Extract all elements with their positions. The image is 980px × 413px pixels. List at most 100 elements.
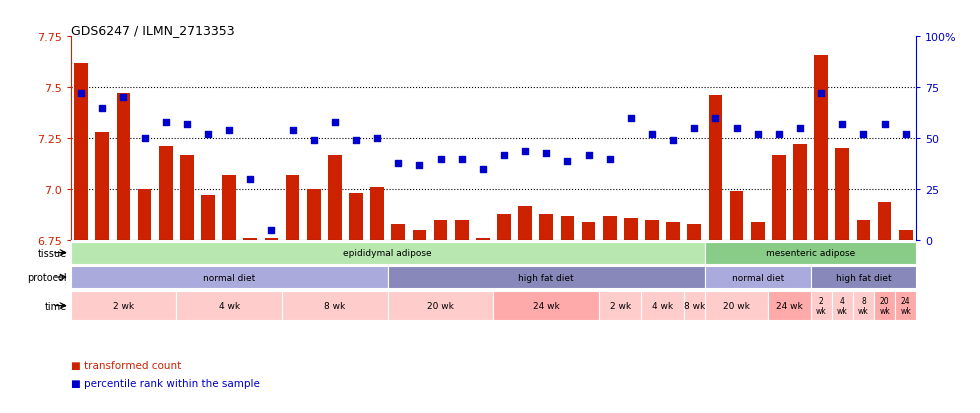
Point <box>412 162 427 169</box>
Bar <box>793 145 807 241</box>
Text: 20
wk: 20 wk <box>879 296 890 316</box>
Point <box>158 119 173 126</box>
Bar <box>455 221 468 241</box>
Bar <box>180 155 194 241</box>
Text: 2 wk: 2 wk <box>113 301 134 310</box>
Point <box>877 121 893 128</box>
Text: ■ transformed count: ■ transformed count <box>71 361 180 370</box>
Bar <box>666 223 680 241</box>
Point <box>475 166 491 173</box>
Point <box>560 158 575 165</box>
Bar <box>497 214 511 241</box>
Point <box>517 148 533 154</box>
Bar <box>71 291 176 320</box>
Point <box>285 128 301 134</box>
Bar <box>582 223 596 241</box>
Text: tissue: tissue <box>38 248 68 258</box>
Point <box>348 138 364 144</box>
Bar <box>751 223 764 241</box>
Text: ■ percentile rank within the sample: ■ percentile rank within the sample <box>71 378 260 388</box>
Text: 24 wk: 24 wk <box>533 301 560 310</box>
Point <box>644 132 660 138</box>
Text: normal diet: normal diet <box>203 273 255 282</box>
Point <box>454 156 469 163</box>
Point <box>390 160 406 167</box>
Bar <box>518 206 532 241</box>
Bar <box>878 202 892 241</box>
Bar <box>768 291 810 320</box>
Bar <box>243 239 257 241</box>
Bar <box>222 176 236 241</box>
Bar <box>265 239 278 241</box>
Text: 4 wk: 4 wk <box>219 301 240 310</box>
Text: epididymal adipose: epididymal adipose <box>343 249 432 257</box>
Bar <box>328 155 342 241</box>
Point <box>602 156 617 163</box>
Point <box>834 121 850 128</box>
Bar <box>835 149 849 241</box>
Text: 8 wk: 8 wk <box>324 301 346 310</box>
Bar <box>282 291 388 320</box>
Text: protocol: protocol <box>27 272 68 282</box>
Bar <box>117 94 130 241</box>
Text: 2 wk: 2 wk <box>610 301 631 310</box>
Bar <box>603 216 616 241</box>
Point <box>221 128 237 134</box>
Bar <box>286 176 300 241</box>
Bar <box>624 218 638 241</box>
Bar <box>159 147 172 241</box>
Point <box>116 95 131 102</box>
Text: 20 wk: 20 wk <box>723 301 750 310</box>
Bar <box>895 291 916 320</box>
Point <box>898 132 913 138</box>
Bar <box>138 190 152 241</box>
Bar <box>307 190 320 241</box>
Bar <box>71 242 705 264</box>
Bar <box>853 291 874 320</box>
Point <box>369 135 385 142</box>
Bar <box>71 266 388 288</box>
Bar <box>705 291 768 320</box>
Bar <box>176 291 282 320</box>
Point <box>623 115 639 122</box>
Bar <box>599 291 642 320</box>
Bar <box>645 221 659 241</box>
Bar <box>772 155 786 241</box>
Text: high fat diet: high fat diet <box>518 273 574 282</box>
Bar <box>388 266 705 288</box>
Text: 4 wk: 4 wk <box>652 301 673 310</box>
Point <box>665 138 681 144</box>
Point <box>496 152 512 159</box>
Bar <box>74 64 88 241</box>
Text: 2
wk: 2 wk <box>815 296 826 316</box>
Bar <box>391 224 405 241</box>
Point <box>708 115 723 122</box>
Point <box>306 138 321 144</box>
Bar <box>684 291 705 320</box>
Bar <box>814 55 828 241</box>
Point <box>74 91 89 97</box>
Point <box>856 132 871 138</box>
Point <box>729 126 745 132</box>
Bar <box>642 291 684 320</box>
Point <box>686 126 702 132</box>
Point <box>813 91 829 97</box>
Text: 20 wk: 20 wk <box>427 301 454 310</box>
Point <box>792 126 808 132</box>
Text: GDS6247 / ILMN_2713353: GDS6247 / ILMN_2713353 <box>71 24 234 37</box>
Text: time: time <box>45 301 68 311</box>
Bar <box>705 242 916 264</box>
Bar <box>832 291 853 320</box>
Bar <box>730 192 744 241</box>
Text: 8 wk: 8 wk <box>684 301 705 310</box>
Bar <box>539 214 553 241</box>
Point <box>538 150 554 157</box>
Bar <box>95 133 109 241</box>
Point <box>750 132 765 138</box>
Point <box>94 105 110 112</box>
Bar <box>370 188 384 241</box>
Point <box>264 227 279 234</box>
Point <box>581 152 597 159</box>
Bar <box>810 266 916 288</box>
Point <box>771 132 787 138</box>
